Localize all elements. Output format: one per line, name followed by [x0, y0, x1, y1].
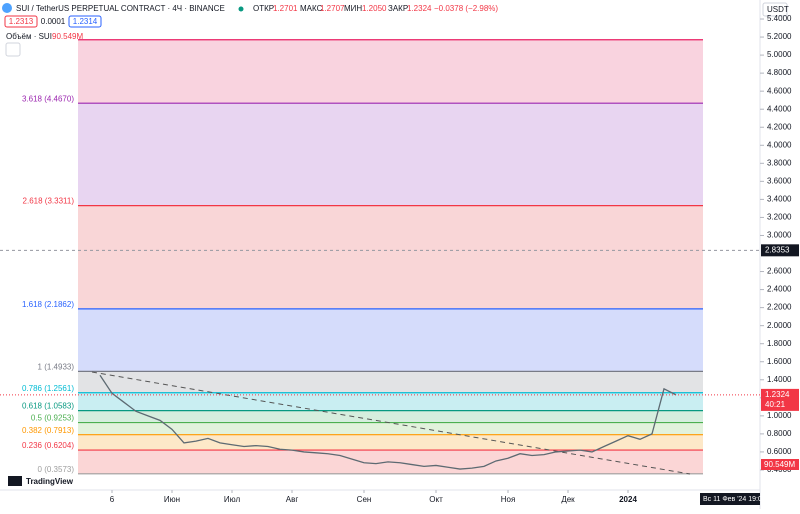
last-price: 1.2324 — [765, 390, 790, 399]
open: 1.2701 — [273, 4, 298, 13]
ask: 1.2314 — [73, 17, 98, 26]
fib-label: 0.236 (0.6204) — [22, 441, 74, 450]
open-label: ОТКР — [253, 4, 274, 13]
x-tick-label: Авг — [286, 495, 299, 504]
volume-label: Объём · SUI — [6, 32, 52, 41]
x-tick-label: Июл — [224, 495, 241, 504]
y-tick-label: 0.8000 — [767, 429, 792, 438]
y-tick-label: 4.0000 — [767, 140, 792, 149]
fib-label: 0.382 (0.7913) — [22, 426, 74, 435]
fib-label: 0.618 (1.0583) — [22, 402, 74, 411]
y-tick-label: 1.6000 — [767, 357, 792, 366]
y-tick-label: 5.0000 — [767, 50, 792, 59]
y-tick-label: 2.2000 — [767, 303, 792, 312]
fib-band — [78, 392, 703, 411]
y-tick-label: 2.0000 — [767, 321, 792, 330]
last-price-box — [761, 388, 799, 411]
price-line — [99, 374, 677, 470]
x-tick-label: Дек — [561, 495, 575, 504]
bid: 1.2313 — [9, 17, 34, 26]
y-tick-label: 2.4000 — [767, 285, 792, 294]
status-dot — [238, 6, 244, 12]
fib-band — [78, 308, 703, 372]
y-tick-label: 1.0000 — [767, 411, 792, 420]
x-tick-label: Ноя — [501, 495, 516, 504]
fib-label: 1.618 (2.1862) — [22, 300, 74, 309]
logo-mark — [8, 476, 22, 486]
fib-label: 3.618 (4.4670) — [22, 94, 74, 103]
x-tick-label: 2024 — [619, 495, 637, 504]
y-tick-label: 5.2000 — [767, 32, 792, 41]
currency-button[interactable] — [762, 2, 788, 17]
low: 1.2050 — [362, 4, 387, 13]
crosshair-price: 2.8353 — [765, 245, 790, 254]
spread: 0.0001 — [41, 17, 66, 26]
crosshair-box — [761, 244, 799, 257]
fib-label: 2.618 (3.3311) — [23, 197, 75, 206]
y-tick-label: 5.4000 — [767, 14, 792, 23]
fib-band — [78, 422, 703, 435]
y-tick-label: 4.4000 — [767, 104, 792, 113]
crosshair-date: Вс 11 Фев '24 19:00 — [703, 496, 766, 503]
y-tick-label: 4.8000 — [767, 68, 792, 77]
close: 1.2324 — [407, 4, 432, 13]
x-tick-label: Окт — [429, 495, 443, 504]
y-tick-label: 4.6000 — [767, 86, 792, 95]
high: 1.2707 — [320, 4, 345, 13]
fib-band — [78, 103, 703, 206]
currency: USDT — [767, 5, 789, 14]
high-label: МАКС — [300, 4, 323, 13]
volume-marker: 90.549M — [764, 460, 795, 469]
y-tick-label: 2.6000 — [767, 267, 792, 276]
change: −0.0378 (−2.98%) — [434, 4, 498, 13]
x-tick-label: 6 — [110, 495, 115, 504]
volume: 90.549M — [52, 32, 83, 41]
fib-band — [78, 434, 703, 451]
y-tick-label: 3.8000 — [767, 158, 792, 167]
symbol-icon — [2, 3, 12, 13]
x-tick-label: Сен — [357, 495, 372, 504]
symbol: SUI / TetherUS PERPETUAL CONTRACT · 4Ч ·… — [16, 4, 225, 13]
fib-band — [78, 410, 703, 423]
ask-box — [68, 15, 102, 28]
y-tick-label: 1.4000 — [767, 375, 792, 384]
date-box — [700, 493, 760, 505]
fib-label: 1 (1.4933) — [38, 362, 75, 371]
countdown: 40:21 — [765, 400, 786, 409]
low-label: МИН — [344, 4, 362, 13]
logo: TradingView — [26, 477, 74, 486]
close-label: ЗАКР — [388, 4, 408, 13]
y-tick-label: 3.4000 — [767, 195, 792, 204]
collapse-button[interactable] — [5, 42, 21, 57]
fib-label: 0.786 (1.2561) — [22, 384, 74, 393]
y-tick-label: 1.8000 — [767, 339, 792, 348]
trend-line — [91, 371, 691, 475]
bid-box — [4, 15, 38, 28]
fib-label: 0 (0.3573) — [38, 465, 75, 474]
x-tick-label: Июн — [164, 495, 180, 504]
fib-band — [78, 205, 703, 309]
y-tick-label: 3.0000 — [767, 231, 792, 240]
y-tick-label: 0.6000 — [767, 447, 792, 456]
fib-band — [78, 39, 703, 104]
fib-band — [78, 371, 703, 393]
y-tick-label: 3.2000 — [767, 213, 792, 222]
y-tick-label: 4.2000 — [767, 122, 792, 131]
fib-label: 0.5 (0.9253) — [31, 414, 74, 423]
volume-box — [761, 459, 799, 470]
y-tick-label: 3.6000 — [767, 176, 792, 185]
